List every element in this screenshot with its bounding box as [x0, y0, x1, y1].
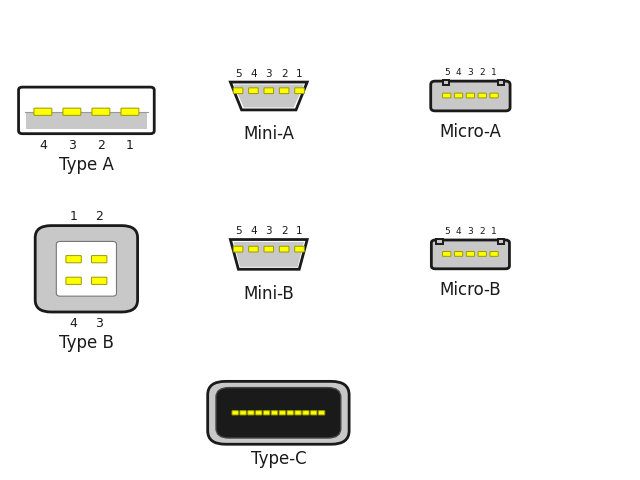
Polygon shape [230, 240, 307, 269]
Bar [443, 80, 449, 85]
FancyBboxPatch shape [264, 410, 270, 415]
FancyBboxPatch shape [19, 87, 154, 133]
Bar [26, 112, 147, 129]
FancyBboxPatch shape [66, 277, 81, 284]
Text: 1: 1 [296, 69, 303, 79]
Text: 5: 5 [444, 227, 449, 236]
Polygon shape [234, 84, 304, 108]
Text: 2: 2 [479, 68, 485, 77]
Polygon shape [234, 242, 304, 267]
FancyBboxPatch shape [466, 93, 475, 98]
Text: 4: 4 [456, 227, 461, 236]
Bar [498, 80, 504, 85]
FancyBboxPatch shape [63, 108, 81, 115]
Text: 5: 5 [235, 226, 241, 236]
FancyBboxPatch shape [295, 410, 301, 415]
Text: 1: 1 [296, 226, 303, 236]
Text: 3: 3 [468, 227, 473, 236]
FancyBboxPatch shape [248, 410, 254, 415]
FancyBboxPatch shape [255, 410, 262, 415]
Text: Mini-A: Mini-A [243, 125, 294, 144]
FancyBboxPatch shape [34, 108, 52, 115]
Text: Micro-B: Micro-B [440, 281, 501, 300]
FancyBboxPatch shape [294, 246, 305, 252]
FancyBboxPatch shape [121, 108, 139, 115]
Text: 4: 4 [250, 69, 257, 79]
FancyBboxPatch shape [216, 388, 340, 438]
FancyBboxPatch shape [264, 246, 274, 252]
FancyBboxPatch shape [234, 246, 243, 252]
Bar [436, 239, 443, 244]
FancyBboxPatch shape [443, 252, 451, 256]
FancyBboxPatch shape [466, 252, 475, 256]
FancyBboxPatch shape [249, 246, 259, 252]
FancyBboxPatch shape [490, 93, 499, 98]
Polygon shape [230, 82, 307, 110]
FancyBboxPatch shape [279, 88, 289, 94]
FancyBboxPatch shape [207, 381, 349, 444]
FancyBboxPatch shape [287, 410, 293, 415]
FancyBboxPatch shape [279, 410, 285, 415]
Text: 3: 3 [266, 69, 272, 79]
Text: 2: 2 [479, 227, 485, 236]
FancyBboxPatch shape [249, 88, 259, 94]
FancyBboxPatch shape [490, 252, 499, 256]
FancyBboxPatch shape [431, 240, 509, 269]
Text: 3: 3 [68, 139, 76, 153]
FancyBboxPatch shape [431, 81, 510, 111]
Text: 4: 4 [250, 226, 257, 236]
Text: 2: 2 [281, 69, 287, 79]
FancyBboxPatch shape [443, 93, 451, 98]
FancyBboxPatch shape [66, 255, 81, 263]
Bar [498, 239, 504, 244]
Text: 4: 4 [70, 317, 77, 330]
Text: 3: 3 [266, 226, 272, 236]
Text: 1: 1 [492, 227, 497, 236]
Text: Type B: Type B [59, 334, 114, 351]
Text: 2: 2 [95, 210, 103, 223]
Text: Micro-A: Micro-A [440, 123, 501, 141]
FancyBboxPatch shape [56, 241, 116, 296]
FancyBboxPatch shape [92, 255, 107, 263]
FancyBboxPatch shape [264, 88, 274, 94]
FancyBboxPatch shape [303, 410, 309, 415]
Text: 1: 1 [492, 68, 497, 77]
FancyBboxPatch shape [92, 277, 107, 284]
Text: Type A: Type A [59, 156, 114, 174]
FancyBboxPatch shape [35, 226, 138, 312]
FancyBboxPatch shape [478, 252, 486, 256]
Text: 1: 1 [126, 139, 134, 153]
Text: 3: 3 [95, 317, 103, 330]
FancyBboxPatch shape [279, 246, 289, 252]
FancyBboxPatch shape [454, 252, 463, 256]
FancyBboxPatch shape [92, 108, 110, 115]
FancyBboxPatch shape [454, 93, 463, 98]
FancyBboxPatch shape [271, 410, 278, 415]
FancyBboxPatch shape [234, 88, 243, 94]
Text: 1: 1 [70, 210, 77, 223]
Text: 2: 2 [97, 139, 105, 153]
FancyBboxPatch shape [319, 410, 324, 415]
Text: Type-C: Type-C [251, 450, 306, 468]
Text: 4: 4 [39, 139, 47, 153]
FancyBboxPatch shape [240, 410, 246, 415]
Text: 5: 5 [444, 68, 449, 77]
Text: Mini-B: Mini-B [243, 285, 294, 303]
FancyBboxPatch shape [232, 410, 239, 415]
Text: 3: 3 [468, 68, 473, 77]
FancyBboxPatch shape [310, 410, 317, 415]
Text: 4: 4 [456, 68, 461, 77]
FancyBboxPatch shape [294, 88, 305, 94]
FancyBboxPatch shape [478, 93, 486, 98]
Text: 2: 2 [281, 226, 287, 236]
Text: 5: 5 [235, 69, 241, 79]
